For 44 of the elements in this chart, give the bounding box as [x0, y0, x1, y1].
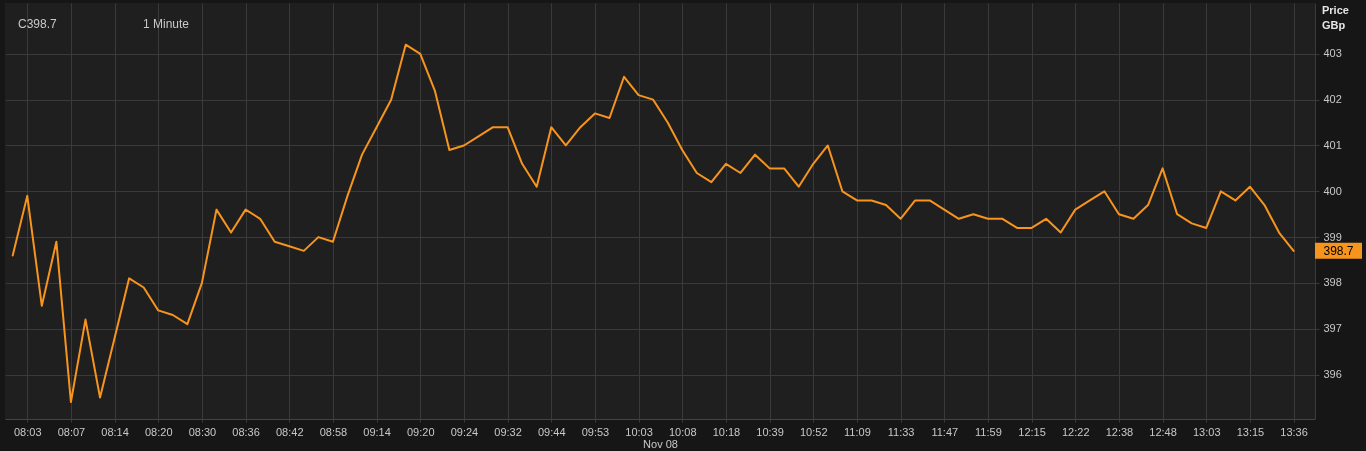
x-axis-title: Nov 08 — [643, 437, 678, 450]
y-axis-title: Price GBp — [1322, 4, 1349, 31]
y-tick-label: 397 — [1323, 322, 1342, 335]
x-tick-label: 08:30 — [188, 425, 217, 438]
x-tick-label: 12:22 — [1062, 425, 1090, 438]
x-tick-label: 08:42 — [276, 425, 304, 438]
x-tick-label: 12:38 — [1105, 425, 1134, 438]
x-tick-label: 08:03 — [14, 425, 42, 438]
x-tick-label: 11:33 — [887, 425, 915, 438]
x-tick-label: 08:07 — [57, 425, 86, 438]
x-tick-label: 09:32 — [494, 425, 522, 438]
y-tick-label: 400 — [1323, 184, 1342, 197]
y-tick-label: 403 — [1323, 47, 1342, 60]
y-tick-label: 398 — [1323, 276, 1342, 289]
x-tick-label: 13:36 — [1280, 425, 1308, 438]
x-tick-label: 13:03 — [1193, 425, 1221, 438]
x-tick-label: 10:52 — [800, 425, 828, 438]
x-tick-label: 13:15 — [1236, 425, 1265, 438]
annotation: 1 Minute — [143, 17, 190, 31]
x-tick-label: 09:24 — [450, 425, 479, 438]
x-tick-label: 08:14 — [101, 425, 129, 438]
x-tick-label: 11:47 — [931, 425, 959, 438]
text: 398.7 — [1323, 243, 1354, 258]
x-tick-label: 09:14 — [363, 425, 391, 438]
x-tick-label: 10:03 — [625, 425, 653, 438]
line-series — [11, 43, 1295, 404]
x-tick-label: 10:18 — [712, 425, 741, 438]
x-tick-label: 09:44 — [538, 425, 566, 438]
x-tick-label: 12:15 — [1018, 425, 1046, 438]
x-tick-label: 10:08 — [669, 425, 697, 438]
x-tick-label: 08:58 — [319, 425, 348, 438]
y-tick-label: 399 — [1323, 230, 1342, 243]
x-tick-label: 09:53 — [581, 425, 610, 438]
y-tick-label: 401 — [1323, 138, 1342, 151]
x-tick-label: 08:36 — [232, 425, 260, 438]
y-tick-label: 396 — [1323, 368, 1342, 381]
x-tick-label: 11:09 — [844, 425, 871, 438]
x-tick-label: 10:39 — [756, 425, 784, 438]
x-tick-label: 11:59 — [975, 425, 1002, 438]
x-tick-label: 12:48 — [1149, 425, 1177, 438]
x-tick-label: 09:20 — [407, 425, 435, 438]
annotation: C398.7 — [18, 17, 58, 31]
x-tick-label: 08:20 — [145, 425, 173, 438]
y-tick-label: 402 — [1323, 93, 1342, 106]
